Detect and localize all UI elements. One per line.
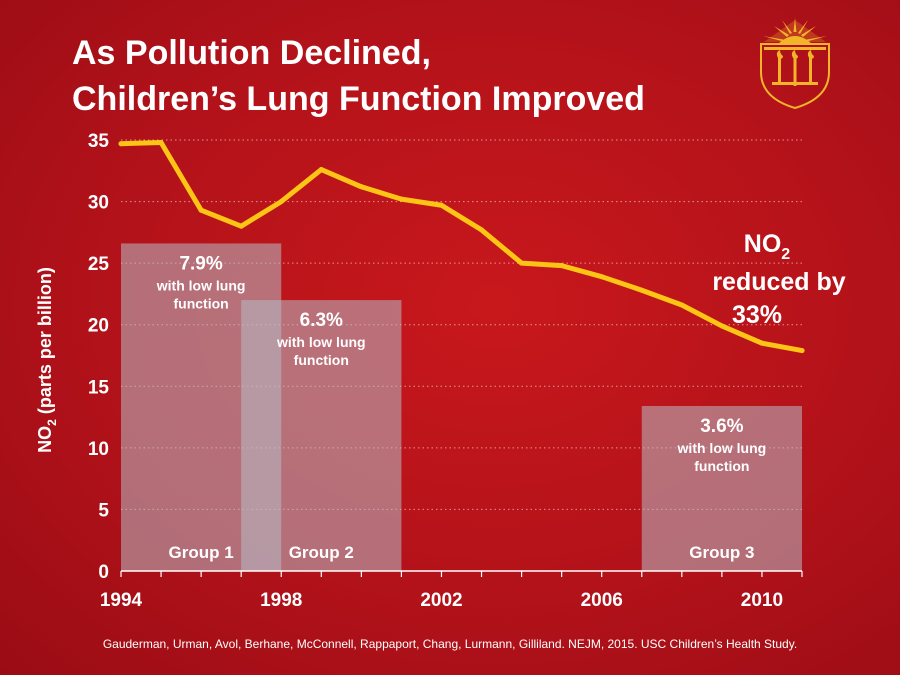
data-point-1997	[238, 223, 244, 229]
data-point-2009	[719, 323, 725, 329]
group-bar-3	[641, 405, 802, 571]
y-tick-label-10: 10	[88, 439, 109, 460]
data-point-2002	[438, 202, 444, 208]
group-description-line1-1: with low lung	[156, 277, 246, 293]
citation: Gauderman, Urman, Avol, Berhane, McConne…	[102, 637, 798, 651]
title-line-1: As Pollution Declined,	[72, 34, 431, 72]
y-tick-label-0: 0	[98, 562, 109, 583]
data-point-2000	[358, 184, 364, 190]
group-label-3: Group 3	[689, 543, 754, 562]
label-layer: 7.9% with low lung function Group 1 6.3% with…	[156, 253, 766, 562]
x-tick-label-2002: 2002	[420, 590, 462, 611]
group-value-2: 6.3%	[300, 310, 343, 331]
data-point-1999	[318, 167, 324, 173]
group-description-line2-3: function	[694, 458, 749, 474]
annotation-percent: 33%	[732, 301, 782, 329]
y-tick-label-5: 5	[98, 500, 109, 521]
group-value-3: 3.6%	[700, 416, 743, 437]
data-point-2007	[639, 287, 645, 293]
annotation-layer: NO2 reduced by 33%	[712, 230, 845, 329]
data-point-1994	[118, 141, 124, 147]
series-line-no2	[118, 139, 805, 354]
group-description-line2-2: function	[294, 352, 349, 368]
y-tick-label-20: 20	[88, 316, 109, 337]
y-tick-label-35: 35	[88, 131, 110, 152]
x-tick-label-2010: 2010	[741, 590, 783, 611]
x-tick-label-2006: 2006	[581, 590, 623, 611]
data-point-2011	[799, 348, 805, 354]
group-label-2: Group 2	[289, 543, 354, 562]
data-point-2005	[559, 263, 565, 269]
line-layer	[118, 139, 805, 354]
data-point-2003	[479, 227, 485, 233]
data-point-1996	[198, 207, 204, 213]
annotation-reduced-by: reduced by	[712, 268, 845, 296]
annotation-no2-main: NO	[744, 230, 782, 258]
data-point-1998	[278, 199, 284, 205]
bar-layer	[121, 243, 802, 571]
group-description-line2-1: function	[174, 295, 229, 311]
page-title: As Pollution Declined, Children’s Lung F…	[72, 30, 645, 122]
x-tick-label-1994: 1994	[100, 590, 143, 611]
y-tick-label-30: 30	[88, 193, 109, 214]
y-tick-label-15: 15	[88, 377, 110, 398]
group-value-1: 7.9%	[179, 253, 222, 274]
y-tick-label-25: 25	[88, 254, 110, 275]
data-point-2008	[679, 302, 685, 308]
group-bar-2	[241, 300, 402, 571]
data-point-1995	[158, 139, 164, 145]
tick-layer: 0 5 10 15 20 25 30 35 1994 1998 2002 2006 2010	[88, 131, 803, 611]
annotation-no2: NO2	[744, 230, 791, 263]
data-point-2010	[759, 340, 765, 346]
group-label-1: Group 1	[169, 543, 234, 562]
x-tick-label-1998: 1998	[260, 590, 302, 611]
data-point-2004	[519, 260, 525, 266]
usc-seal-icon	[760, 18, 830, 110]
annotation-no2-sub: 2	[781, 246, 790, 263]
data-point-2006	[599, 274, 605, 280]
title-line-2: Children’s Lung Function Improved	[72, 80, 645, 118]
group-description-line1-2: with low lung	[276, 334, 366, 350]
data-point-2001	[398, 196, 404, 202]
group-description-line1-3: with low lung	[677, 440, 767, 456]
